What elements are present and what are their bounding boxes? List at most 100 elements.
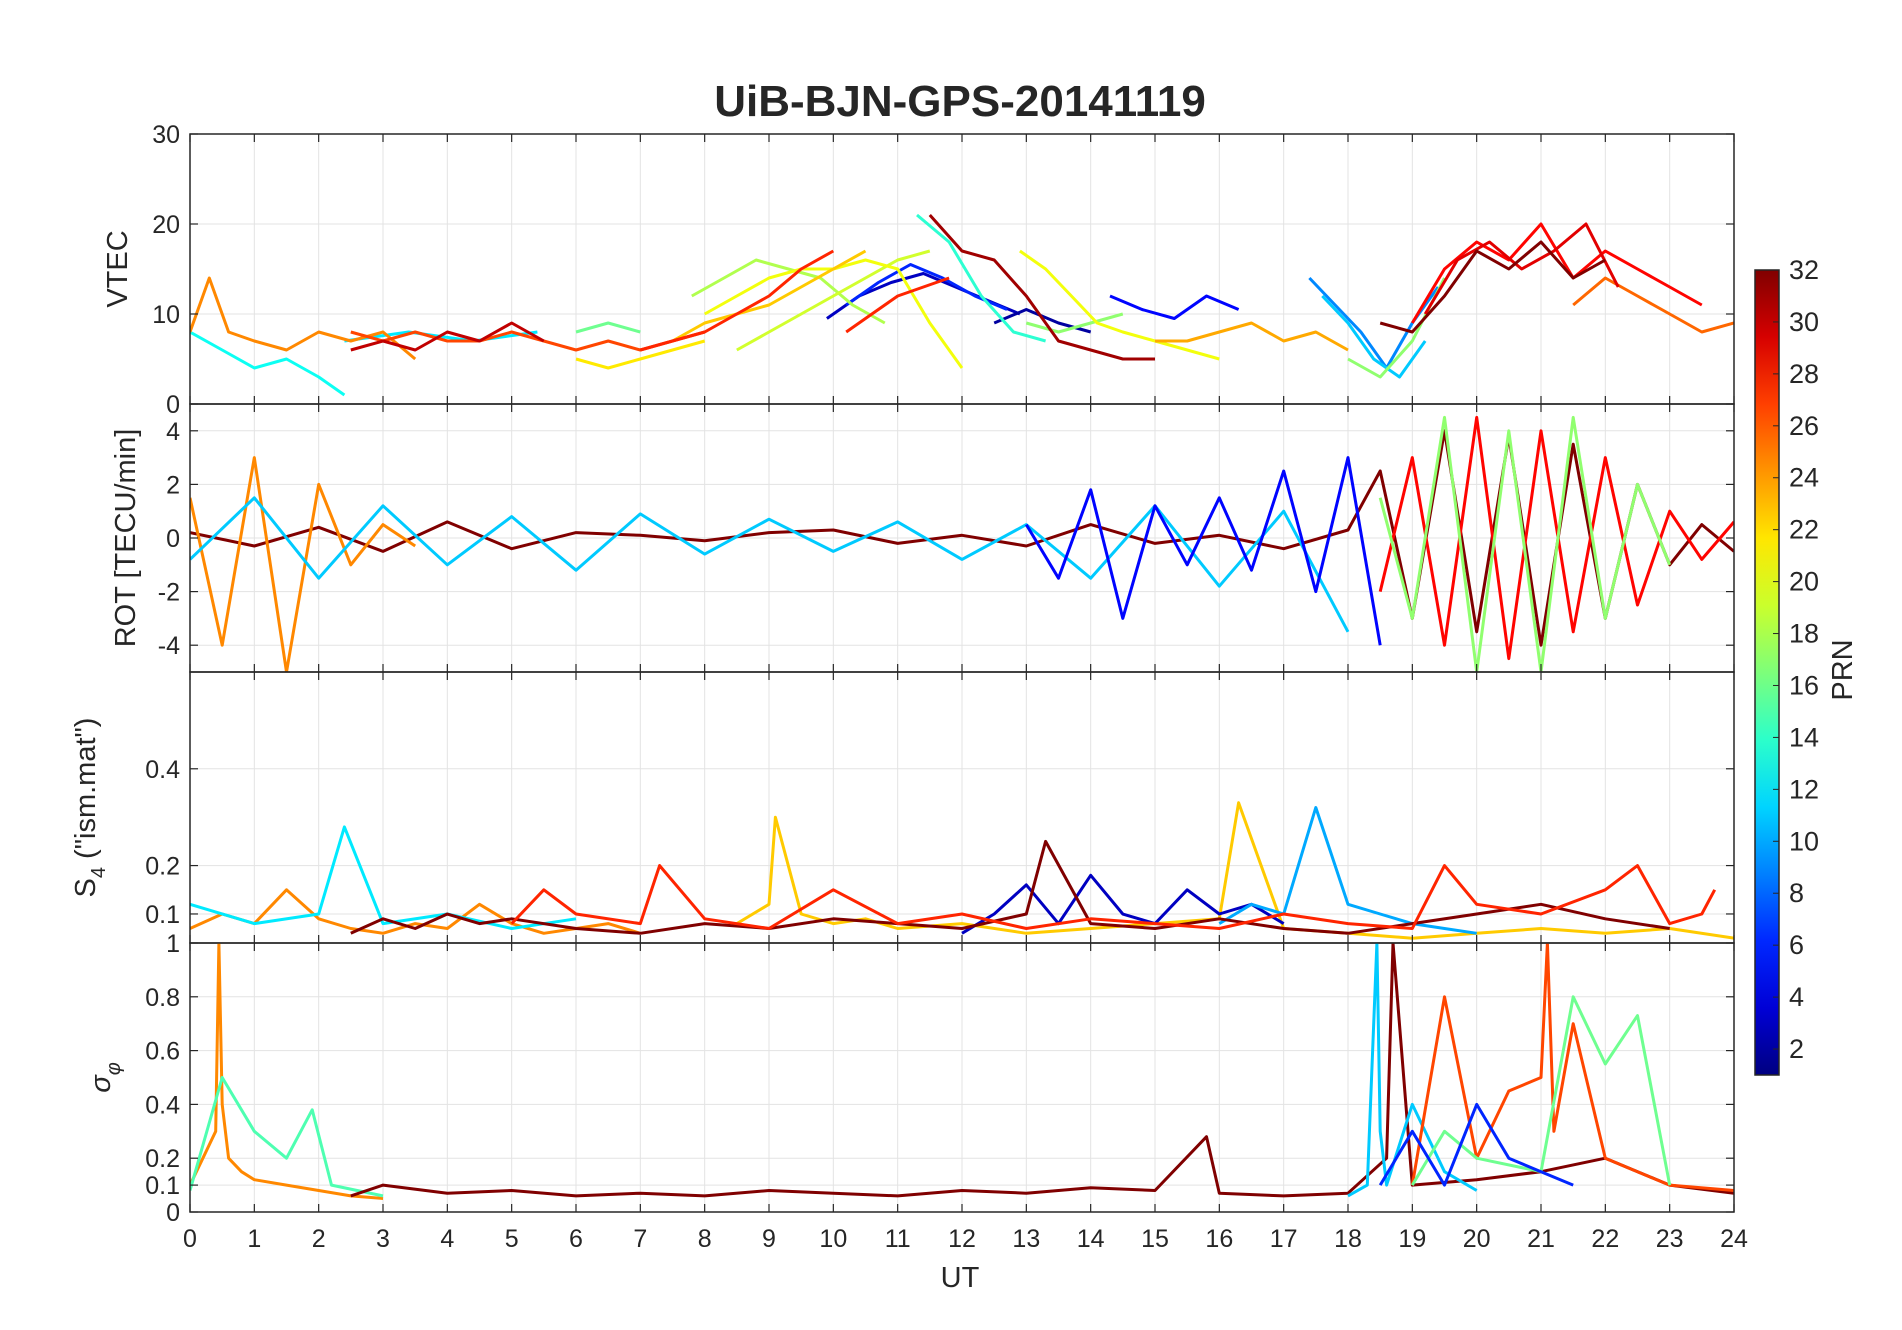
y-tick-label: 0.2: [145, 1145, 180, 1173]
x-tick-label: 21: [1527, 1225, 1555, 1253]
y-tick-label: 4: [166, 418, 180, 446]
colorbar-tick-label: 22: [1789, 515, 1819, 545]
y-axis-label: S4 ("ism.mat"): [70, 718, 110, 898]
x-tick-label: 3: [376, 1225, 390, 1253]
series-line-prn-22: [671, 249, 867, 343]
x-tick-label: 11: [885, 1225, 911, 1253]
y-tick-label: 0: [166, 1199, 180, 1227]
x-axis-label: UT: [941, 1262, 980, 1294]
series-line-prn-28: [1378, 415, 1734, 661]
y-tick-label: -2: [158, 579, 180, 607]
x-tick-label: 8: [698, 1225, 712, 1253]
y-axis-label: VTEC: [102, 230, 134, 307]
series-line-prn-27: [639, 249, 835, 352]
colorbar-tick-label: 30: [1789, 307, 1819, 337]
y-tick-label: 30: [152, 121, 180, 149]
y-tick-label: 0.6: [145, 1038, 180, 1066]
x-tick-label: 6: [569, 1225, 583, 1253]
series-group: [190, 943, 1734, 1200]
series-group: [190, 801, 1734, 940]
x-tick-label: 18: [1334, 1225, 1362, 1253]
x-tick-label: 19: [1398, 1225, 1426, 1253]
y-tick-label: 1: [166, 930, 180, 958]
x-tick-label: 24: [1720, 1225, 1748, 1253]
series-line-prn-24: [190, 943, 384, 1200]
series-line-prn-24: [190, 456, 417, 672]
y-axis-label-subscript: φ: [103, 1062, 125, 1075]
panel-2: -4 -2 0 2 4 ROT [TECU/min]: [110, 403, 1735, 673]
panel-1: 0 10 20 30 VTEC: [102, 121, 1735, 419]
x-tick-label: 20: [1463, 1225, 1491, 1253]
colorbar-tick-label: 24: [1789, 463, 1819, 493]
x-tick-label: 16: [1205, 1225, 1233, 1253]
series-line-prn-28: [1411, 222, 1703, 324]
y-tick-label: 0.8: [145, 984, 180, 1012]
x-tick-label: 12: [948, 1225, 976, 1253]
colorbar-bar: [1754, 269, 1780, 1076]
colorbar-tick-label: 16: [1789, 670, 1819, 700]
series-line-prn-23: [1155, 321, 1349, 352]
y-axis-label-main: σ: [85, 1074, 117, 1093]
y-tick-label: 20: [152, 211, 180, 239]
series-line-prn-13: [190, 330, 346, 397]
series-group: [190, 213, 1734, 397]
colorbar-tick-label: 20: [1789, 567, 1819, 597]
series-line-prn-16: [1411, 995, 1672, 1186]
series-line-prn-31: [928, 213, 1155, 361]
y-axis-label-main: S: [70, 878, 102, 897]
x-tick-label: 22: [1591, 1225, 1619, 1253]
x-tick-label: 10: [819, 1225, 847, 1253]
y-tick-label: 10: [152, 301, 180, 329]
x-tick-label: 14: [1077, 1225, 1105, 1253]
x-tick-label: 23: [1656, 1225, 1684, 1253]
colorbar-tick-label: 10: [1789, 826, 1819, 856]
series-line-prn-29: [1423, 222, 1620, 315]
y-axis-label-subscript: 4: [88, 867, 110, 878]
colorbar-tick-label: 28: [1789, 359, 1819, 389]
colorbar-tick-label: 2: [1789, 1034, 1804, 1064]
series-line-prn-32: [1379, 240, 1607, 334]
y-axis-label: σφ: [85, 1062, 125, 1093]
series-line-prn-6: [845, 263, 1008, 311]
series-line-prn-24: [190, 888, 641, 935]
series-line-prn-12: [190, 825, 577, 930]
y-tick-label: 0.4: [145, 756, 180, 784]
series-line-prn-30: [350, 321, 545, 352]
y-tick-label: 0.4: [145, 1091, 180, 1119]
x-tick-label: 1: [247, 1225, 261, 1253]
series-line-prn-24: [190, 276, 417, 361]
series-line-prn-16: [575, 321, 641, 334]
series-line-prn-11: [1321, 294, 1427, 379]
series-line-prn-27: [510, 864, 1717, 930]
x-tick-label: 13: [1012, 1225, 1040, 1253]
series-group: [190, 415, 1734, 672]
x-tick-label: 0: [183, 1225, 197, 1253]
panel-4: 00.10.2 0.4 0.6 0.8 1 σφ: [85, 930, 1735, 1227]
series-line-prn-17: [1378, 415, 1672, 672]
x-tick-label: 15: [1141, 1225, 1169, 1253]
series-line-prn-19: [736, 249, 931, 352]
y-tick-label: 0.2: [145, 853, 180, 881]
series-line-prn-18: [691, 258, 886, 325]
y-axis-label: ROT [TECU/min]: [110, 429, 142, 648]
colorbar-tick-label: 26: [1789, 411, 1819, 441]
series-line-prn-14: [916, 213, 1047, 343]
colorbar-tick-label: 14: [1789, 722, 1819, 752]
series-line-prn-5: [1109, 294, 1240, 320]
x-tick-label: 4: [440, 1225, 454, 1253]
series-line-prn-3: [961, 873, 1285, 935]
x-tick-label: 17: [1270, 1225, 1298, 1253]
colorbar-tick-label: 8: [1789, 878, 1804, 908]
x-tick-label: 9: [762, 1225, 776, 1253]
y-tick-label: 0.1: [145, 901, 180, 929]
series-line-prn-5: [1025, 456, 1382, 646]
x-axis: 0 1 2 3 4 5 6 7 8 9 10 11 12 13 14 15 16 17 18 19 20 21 22 23 24: [183, 1225, 1748, 1253]
series-line-prn-6: [1378, 1102, 1574, 1187]
series-line-prn-32: [190, 429, 1734, 647]
series-line-prn-11: [1347, 943, 1478, 1198]
x-tick-label: 7: [633, 1225, 647, 1253]
series-line-prn-20: [1019, 249, 1220, 361]
x-tick-label: 5: [505, 1225, 519, 1253]
colorbar-tick-label: 32: [1789, 255, 1819, 285]
